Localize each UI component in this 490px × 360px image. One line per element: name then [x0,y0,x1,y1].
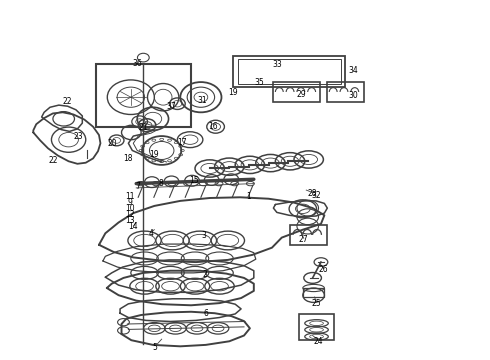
Text: 29: 29 [296,90,306,99]
Text: 32: 32 [311,191,321,199]
Text: 37: 37 [167,102,176,111]
Text: 21: 21 [138,123,148,132]
Text: 9: 9 [127,198,132,207]
Text: 6: 6 [203,309,208,318]
Bar [233,56,345,87]
Text: 7: 7 [136,182,141,191]
Text: 2: 2 [202,270,207,279]
Text: 33: 33 [272,60,282,69]
Bar [96,64,191,127]
Text: 4: 4 [148,229,153,238]
Bar [238,59,341,84]
Text: 10: 10 [125,203,135,212]
Text: 8: 8 [158,179,163,188]
Text: 15: 15 [189,176,198,185]
Text: 12: 12 [125,210,135,219]
Text: 11: 11 [125,192,135,201]
Text: 27: 27 [299,235,309,244]
Text: 13: 13 [125,216,135,225]
Text: 3: 3 [201,231,206,240]
Text: 24: 24 [314,338,323,346]
Text: 5: 5 [152,343,157,352]
Bar [303,288,324,297]
Text: 22: 22 [63,97,73,106]
Text: 14: 14 [128,222,138,231]
Bar [273,82,320,102]
Bar [290,225,327,245]
Text: 26: 26 [318,265,328,274]
Text: 28: 28 [308,189,318,198]
Text: 1: 1 [246,192,251,201]
Bar [299,314,334,340]
Text: 18: 18 [123,154,133,163]
Text: 25: 25 [311,298,321,307]
Text: 16: 16 [208,122,218,131]
Text: 35: 35 [255,77,265,86]
Text: 20: 20 [108,139,118,148]
Text: 17: 17 [177,138,187,147]
Text: 34: 34 [348,66,358,75]
Text: 36: 36 [132,58,142,68]
Text: 22: 22 [48,156,58,165]
Text: 30: 30 [348,91,358,100]
Text: 19: 19 [228,88,238,97]
Text: 31: 31 [197,95,207,104]
Text: 23: 23 [74,132,83,140]
Text: 19: 19 [149,150,159,158]
Bar [327,82,364,102]
